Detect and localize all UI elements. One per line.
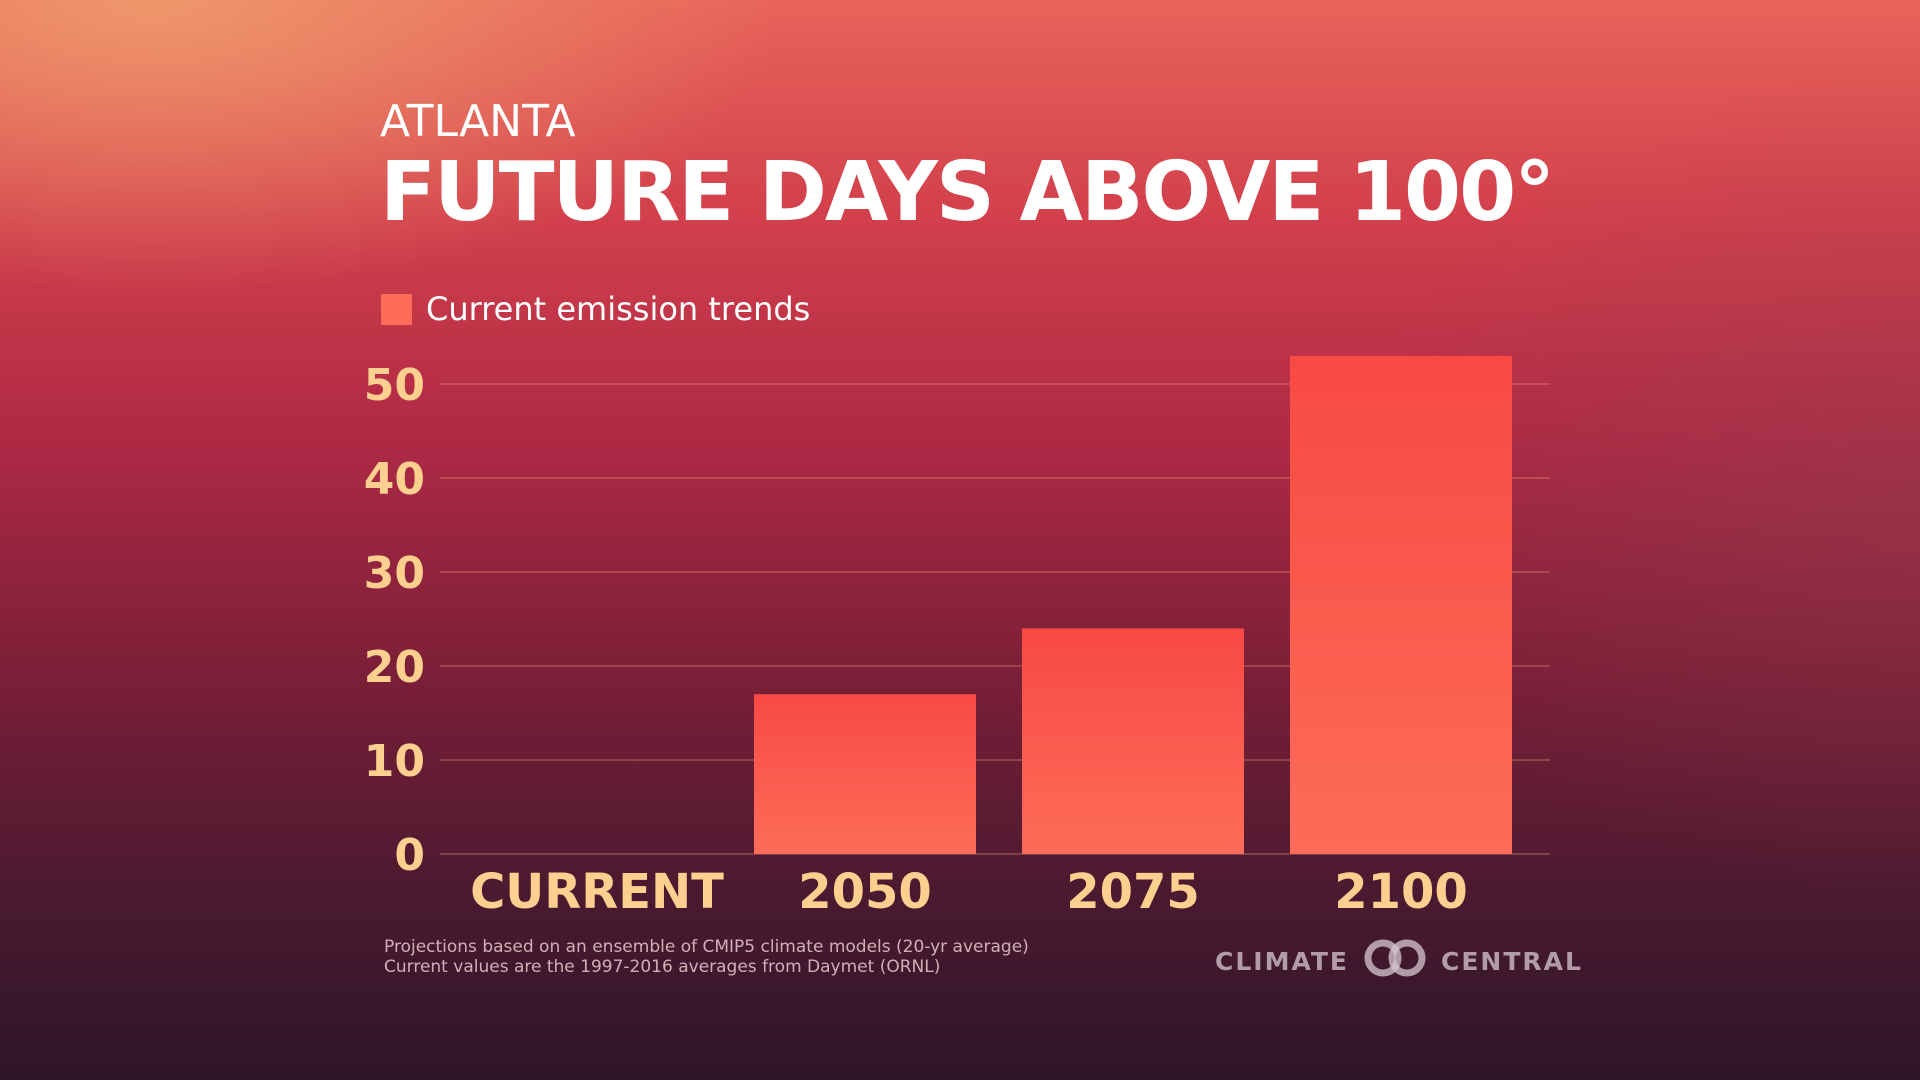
bars bbox=[754, 355, 1512, 854]
y-tick-label: 10 bbox=[364, 736, 425, 787]
logo-text-left: CLIMATE bbox=[1215, 946, 1349, 976]
footnote-line-2: Current values are the 1997-2016 average… bbox=[384, 957, 941, 977]
legend: Current emission trends bbox=[381, 290, 810, 328]
city-label: ATLANTA bbox=[380, 96, 576, 147]
y-tick-label: 50 bbox=[364, 360, 425, 411]
y-tick-label: 30 bbox=[364, 548, 425, 599]
legend-label: Current emission trends bbox=[426, 290, 811, 328]
x-axis-category-labels: CURRENT 2050 2075 2100 bbox=[470, 864, 1468, 920]
interlocking-rings-icon bbox=[1359, 938, 1431, 984]
bar-2100 bbox=[1290, 355, 1512, 854]
logo-text-right: CENTRAL bbox=[1441, 946, 1583, 976]
x-category-label: CURRENT bbox=[470, 864, 724, 920]
title-block: ATLANTA FUTURE DAYS ABOVE 100° bbox=[380, 96, 1555, 240]
x-category-label: 2050 bbox=[798, 864, 932, 920]
y-axis-tick-labels: 0 10 20 30 40 50 bbox=[364, 360, 425, 881]
y-tick-label: 40 bbox=[364, 454, 425, 505]
legend-swatch bbox=[381, 293, 412, 325]
bar-2050 bbox=[754, 694, 976, 854]
climate-central-logo: CLIMATE CENTRAL bbox=[1215, 938, 1583, 984]
bar-2075 bbox=[1022, 628, 1244, 854]
y-tick-label: 20 bbox=[364, 642, 425, 693]
x-category-label: 2075 bbox=[1066, 864, 1200, 920]
y-tick-label: 0 bbox=[394, 830, 425, 881]
footnote-line-1: Projections based on an ensemble of CMIP… bbox=[384, 937, 1029, 957]
chart-title: FUTURE DAYS ABOVE 100° bbox=[380, 145, 1555, 240]
x-category-label: 2100 bbox=[1334, 864, 1468, 920]
footnote: Projections based on an ensemble of CMIP… bbox=[384, 937, 1029, 977]
